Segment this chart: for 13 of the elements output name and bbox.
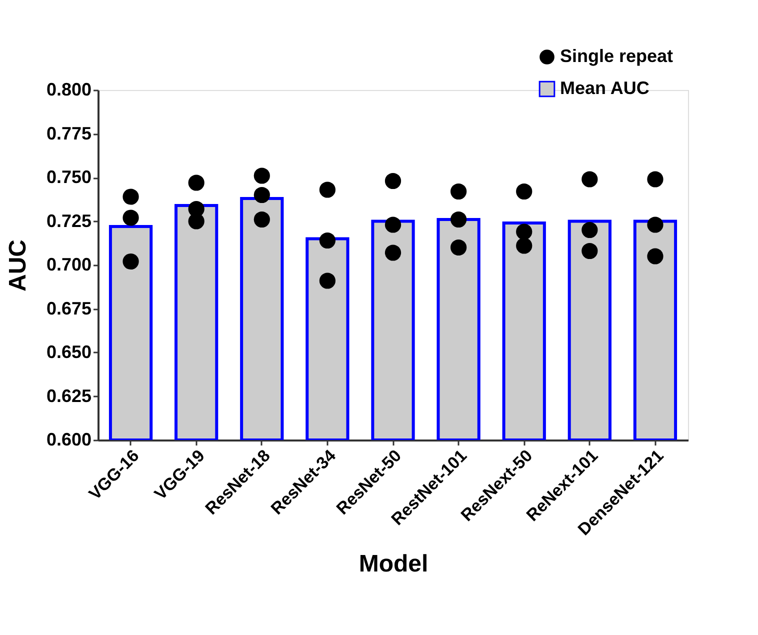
y-tick-label: 0.700 — [46, 254, 92, 274]
y-tick-label: 0.600 — [46, 430, 92, 450]
y-axis-title: AUC — [4, 240, 32, 292]
legend-label: Single repeat — [560, 46, 674, 66]
legend-label: Mean AUC — [560, 78, 650, 98]
y-tick-label: 0.725 — [46, 210, 92, 231]
y-tick-label: 0.625 — [46, 386, 92, 406]
y-tick-label: 0.675 — [46, 298, 92, 318]
x-axis-title: Model — [358, 550, 428, 578]
y-tick-label: 0.775 — [46, 123, 92, 144]
y-tick-label: 0.800 — [46, 80, 92, 100]
y-tick-label: 0.750 — [46, 167, 92, 187]
y-tick-label: 0.650 — [46, 342, 92, 362]
